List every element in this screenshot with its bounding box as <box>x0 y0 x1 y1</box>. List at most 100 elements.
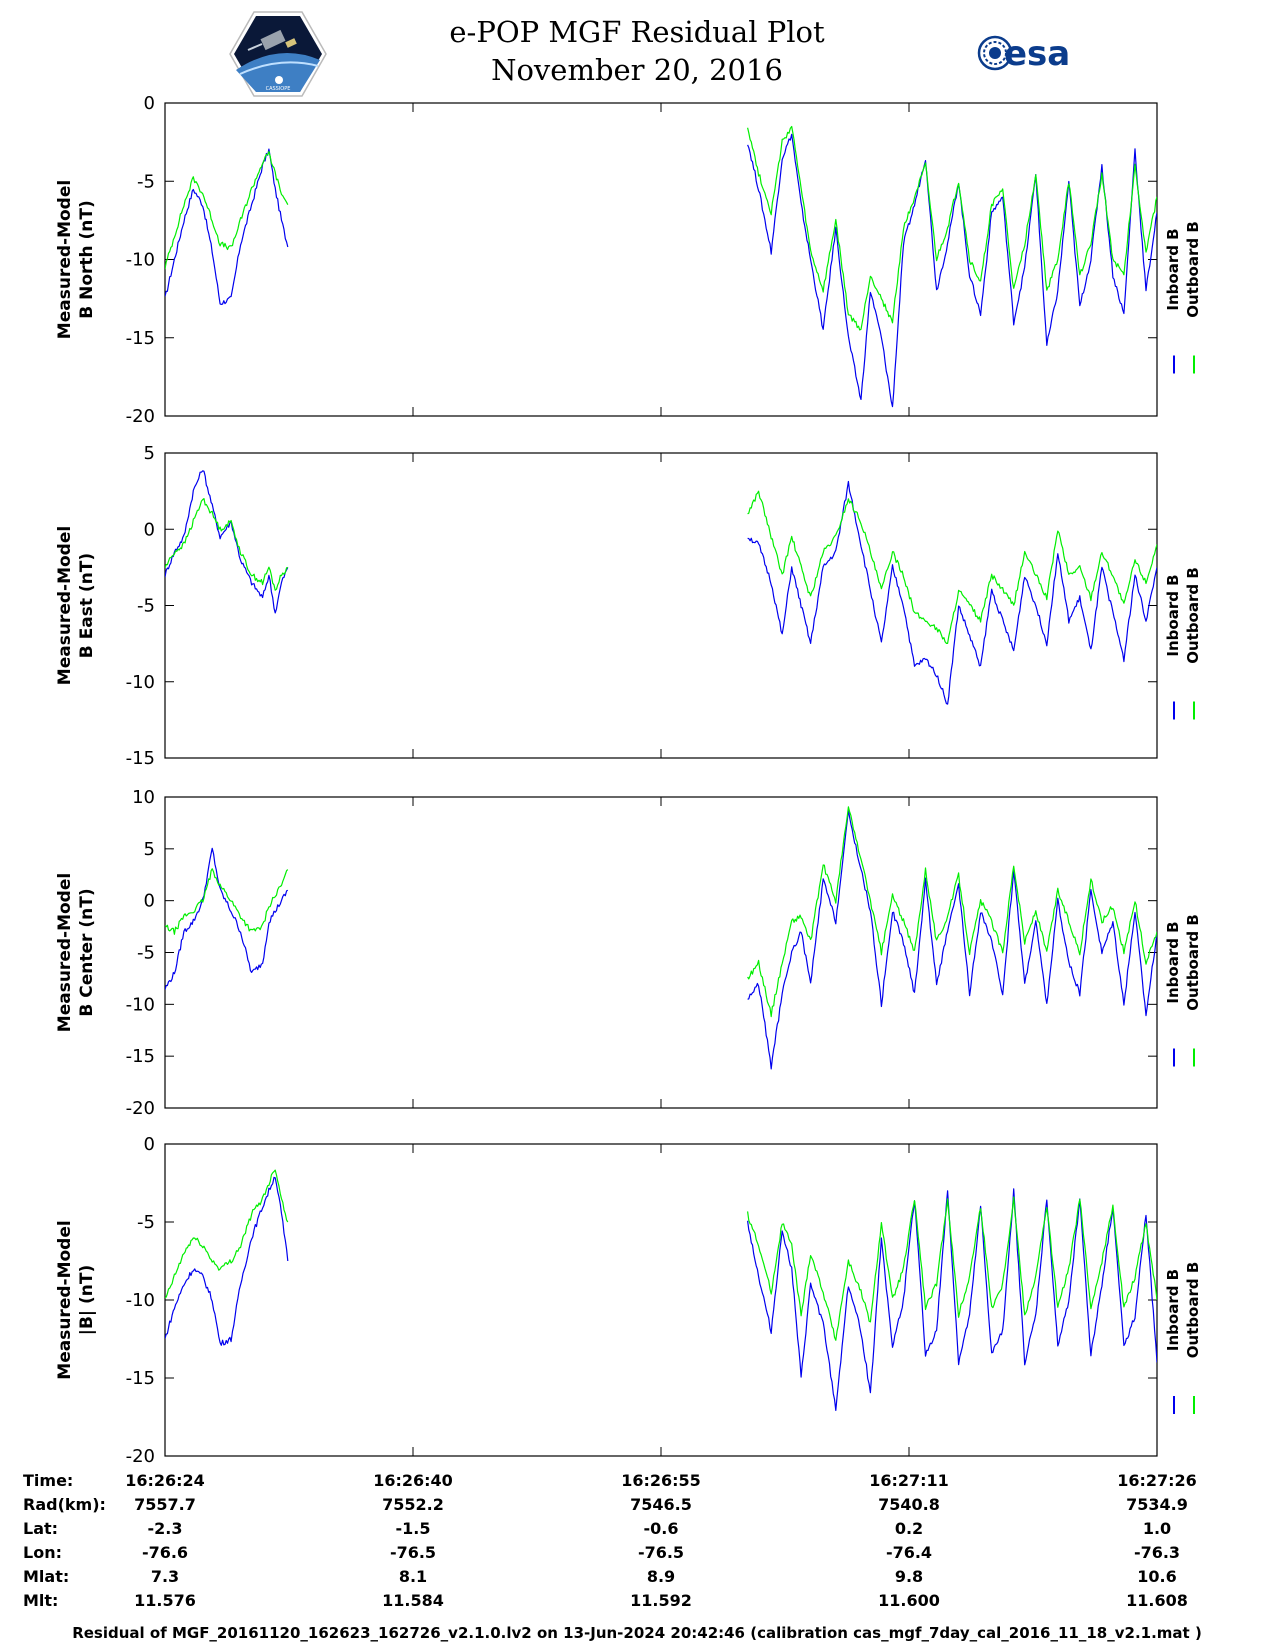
outboard-b-line <box>165 868 289 935</box>
info-row-label: Lat: <box>23 1519 58 1538</box>
outboard-b-line <box>747 125 1157 331</box>
y-tick-label: -5 <box>137 596 155 617</box>
info-cell: 7552.2 <box>382 1495 444 1514</box>
legend-inboard-label: Inboard B <box>1164 1269 1182 1351</box>
inboard-b-line <box>747 809 1157 1070</box>
series-lines <box>165 125 1157 408</box>
info-cell: 10.6 <box>1137 1567 1176 1586</box>
info-cell: 7534.9 <box>1126 1495 1188 1514</box>
chart-panel-3: 10 5 0 -5 -10 -15 -20 Measured-Model B Center (n… <box>55 787 1202 1119</box>
y-tick-label: -20 <box>126 1446 155 1467</box>
legend: Inboard B Outboard B <box>1164 1262 1202 1414</box>
legend-outboard-label: Outboard B <box>1184 567 1202 664</box>
outboard-b-line <box>165 151 289 270</box>
y-tick-label: -10 <box>126 250 155 271</box>
info-cell: 11.576 <box>134 1591 196 1610</box>
info-cell: -1.5 <box>396 1519 431 1538</box>
y-axis-label-line1: Measured-Model <box>55 873 75 1032</box>
y-tick-label: 0 <box>144 891 155 912</box>
chart-panel-1: 0 -5 -10 -15 -20 Measured-Model B North (nT) In… <box>55 93 1202 427</box>
orbit-info-table: Time: 16:26:24 16:26:40 16:26:55 16:27:11 16:… <box>23 1471 1197 1610</box>
legend-outboard-label: Outboard B <box>1184 1262 1202 1359</box>
info-cell: -76.6 <box>142 1543 188 1562</box>
info-cell: -2.3 <box>148 1519 183 1538</box>
footer-caption: Residual of MGF_20161120_162623_162726_v… <box>72 1624 1202 1642</box>
y-axis-label-line1: Measured-Model <box>55 526 75 685</box>
plot-frame <box>164 452 1158 759</box>
inboard-b-line <box>747 480 1157 705</box>
y-axis-label-line1: Measured-Model <box>55 180 75 339</box>
info-cell: 9.8 <box>895 1567 923 1586</box>
info-cell: 16:26:40 <box>373 1471 453 1490</box>
info-cell: 7.3 <box>151 1567 179 1586</box>
y-tick-label: 0 <box>144 1134 155 1155</box>
inboard-b-line <box>165 470 289 614</box>
info-cell: 11.608 <box>1126 1591 1188 1610</box>
info-cell: 7557.7 <box>134 1495 196 1514</box>
inboard-b-line <box>165 1176 289 1346</box>
y-axis-label: Measured-Model B North (nT) <box>55 180 97 339</box>
y-tick-label: 5 <box>144 443 155 464</box>
y-tick-label: -5 <box>137 943 155 964</box>
esa-logo-text: esa <box>1004 34 1070 74</box>
y-tick-label: -20 <box>126 406 155 427</box>
info-cell: 8.9 <box>647 1567 675 1586</box>
y-axis-label: Measured-Model |B| (nT) <box>55 1220 97 1379</box>
legend-inboard-label: Inboard B <box>1164 574 1182 656</box>
legend-outboard-label: Outboard B <box>1184 914 1202 1011</box>
page-title: e-POP MGF Residual Plot <box>449 15 825 49</box>
legend-inboard-label: Inboard B <box>1164 228 1182 310</box>
y-axis-label-line2: B East (nT) <box>77 553 97 658</box>
inboard-b-line <box>747 133 1157 408</box>
y-tick-label: 5 <box>144 839 155 860</box>
y-tick-label: -15 <box>126 1368 155 1389</box>
info-cell: 0.2 <box>895 1519 923 1538</box>
info-cell: 1.0 <box>1143 1519 1171 1538</box>
y-axis-label-line2: B Center (nT) <box>77 888 97 1016</box>
info-cell: -0.6 <box>644 1519 679 1538</box>
outboard-b-line <box>747 1196 1157 1341</box>
info-row-label: Mlt: <box>23 1591 58 1610</box>
info-cell: 8.1 <box>399 1567 427 1586</box>
y-axis-label-line2: |B| (nT) <box>77 1265 97 1336</box>
outboard-b-line <box>747 806 1157 1018</box>
y-tick-label: -15 <box>126 328 155 349</box>
y-tick-label: -10 <box>126 1290 155 1311</box>
outboard-b-line <box>165 498 288 591</box>
outboard-b-line <box>165 1169 289 1299</box>
y-tick-label: -5 <box>137 1212 155 1233</box>
info-cell: 16:27:11 <box>869 1471 949 1490</box>
series-lines <box>165 470 1157 705</box>
y-axis-label: Measured-Model B Center (nT) <box>55 873 97 1032</box>
y-tick-label: -15 <box>126 748 155 769</box>
inboard-b-line <box>165 847 289 990</box>
y-tick-label: -10 <box>126 672 155 693</box>
info-cell: 16:27:26 <box>1117 1471 1197 1490</box>
y-axis-label: Measured-Model B East (nT) <box>55 526 97 685</box>
info-cell: -76.3 <box>1134 1543 1180 1562</box>
info-row-label: Time: <box>23 1471 73 1490</box>
inboard-b-line <box>165 148 289 305</box>
series-lines <box>165 806 1157 1070</box>
legend: Inboard B Outboard B <box>1164 221 1202 374</box>
y-tick-label: -20 <box>126 1098 155 1119</box>
chart-panels: 0 -5 -10 -15 -20 Measured-Model B North (nT) In… <box>55 93 1202 1467</box>
info-cell: -76.5 <box>638 1543 684 1562</box>
info-cell: 7546.5 <box>630 1495 692 1514</box>
y-tick-label: 10 <box>132 787 155 808</box>
y-axis-label-line1: Measured-Model <box>55 1220 75 1379</box>
y-tick-label: 0 <box>144 93 155 114</box>
legend-inboard-label: Inboard B <box>1164 921 1182 1003</box>
esa-logo: esa <box>977 34 1070 74</box>
outboard-b-line <box>747 490 1157 644</box>
info-row-label: Rad(km): <box>23 1495 106 1514</box>
series-lines <box>165 1169 1157 1411</box>
info-cell: 7540.8 <box>878 1495 940 1514</box>
info-cell: 16:26:55 <box>621 1471 701 1490</box>
plot-frame <box>164 1143 1158 1457</box>
plot-frame <box>164 796 1158 1109</box>
info-cell: 11.592 <box>630 1591 692 1610</box>
info-row-label: Lon: <box>23 1543 62 1562</box>
y-tick-label: -15 <box>126 1046 155 1067</box>
